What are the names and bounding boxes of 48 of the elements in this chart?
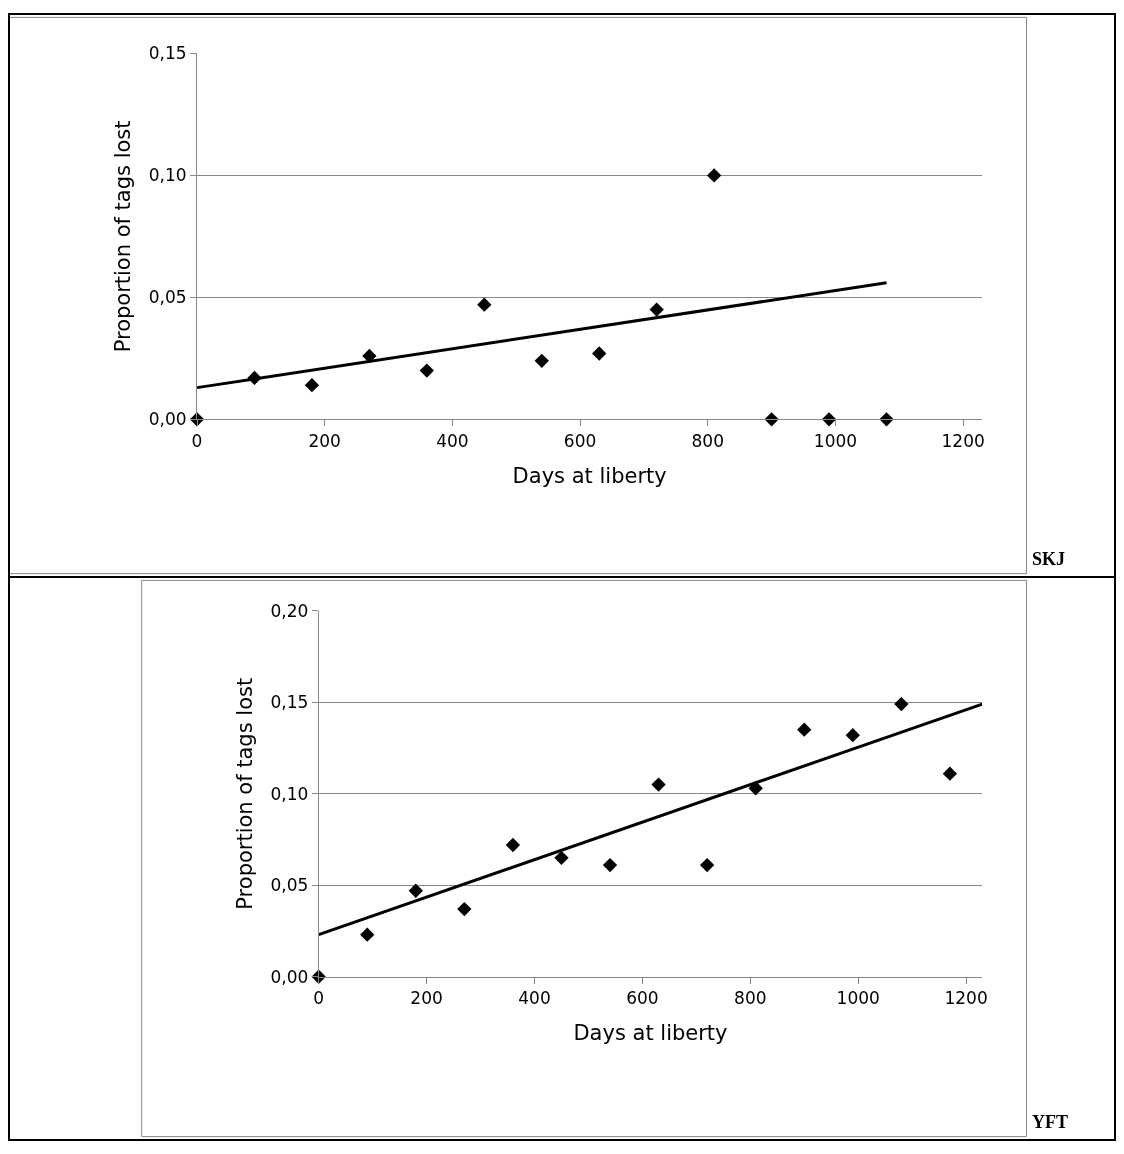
y-tick-label: 0,15 [270,692,309,713]
text: YFT [1032,1112,1068,1132]
x-tick-label: 800 [691,430,724,451]
point [554,850,569,865]
point [699,857,715,873]
point [360,927,375,942]
y-tick-label: 0,05 [270,875,309,896]
x-axis-title: Days at liberty [512,463,667,488]
point [457,901,472,917]
x-axis-title: Days at liberty [573,1021,728,1046]
x-tick-label: 1200 [944,988,988,1009]
x-tick-label: 400 [436,430,469,451]
point [894,696,909,712]
point [505,837,521,853]
y-tick-label: 0,00 [270,966,309,987]
y-tick-label: 0,10 [148,165,187,186]
text: SKJ [1032,549,1066,569]
x-tick-label: 200 [308,430,341,451]
y-tick-label: 0,15 [148,43,187,64]
point [845,728,860,743]
point [408,883,423,898]
point [706,168,722,183]
x-tick-label: 400 [518,988,551,1009]
point [602,857,618,873]
point [534,353,549,368]
x-tick-label: 800 [734,988,767,1009]
point [477,297,492,312]
point [942,766,958,781]
x-tick-label: 0 [313,988,325,1009]
x-tick-label: 1000 [836,988,880,1009]
x-tick-label: 200 [410,988,443,1009]
x-tick-label: 600 [563,430,597,451]
y-tick-label: 0,10 [270,783,309,804]
y-axis-title: Proportion of tags lost [232,677,257,910]
point [651,777,666,792]
x-tick-label: 0 [191,430,203,451]
y-tick-label: 0,20 [270,600,309,621]
point [797,722,812,737]
point [592,346,607,361]
y-axis-title: Proportion of tags lost [110,120,135,353]
y-tick-label: 0,00 [148,409,187,430]
point [304,378,320,393]
x-tick-label: 1200 [941,430,985,451]
x-tick-label: 600 [626,988,659,1009]
x-tick-label: 1000 [813,430,858,451]
point [649,302,664,317]
y-tick-label: 0,05 [148,287,187,308]
point [419,363,434,378]
